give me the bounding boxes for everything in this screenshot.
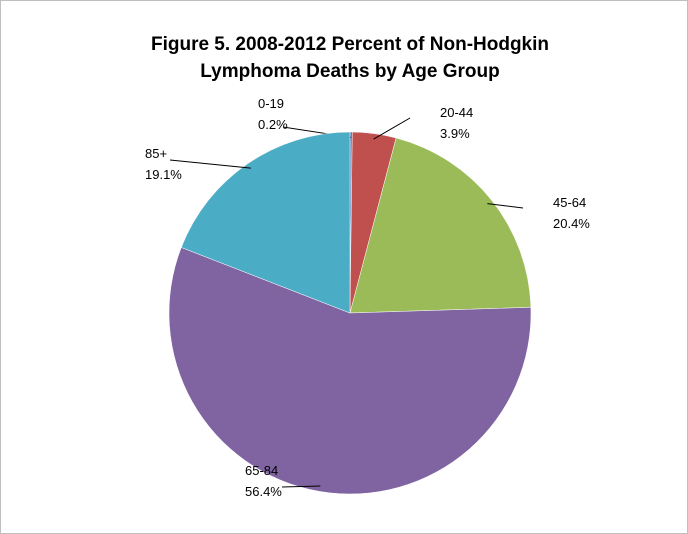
slice-value-label: 56.4%	[245, 484, 282, 499]
chart-title: Figure 5. 2008-2012 Percent of Non-Hodgk…	[151, 34, 549, 55]
slice-value-label: 3.9%	[440, 126, 470, 141]
pie-slice	[180, 131, 351, 314]
slice-label: 0-19	[258, 96, 284, 111]
slice-label: 20-44	[440, 105, 473, 120]
slice-label: 45-64	[553, 195, 586, 210]
chart-title: Lymphoma Deaths by Age Group	[200, 61, 499, 82]
slice-value-label: 0.2%	[258, 117, 288, 132]
pie-slice	[168, 247, 532, 495]
leader-line	[487, 203, 524, 209]
slice-value-label: 19.1%	[145, 167, 182, 182]
slice-label: 65-84	[245, 463, 278, 478]
leader-line	[373, 117, 411, 140]
slice-value-label: 20.4%	[553, 216, 590, 231]
pie-slice	[349, 137, 532, 314]
leader-line	[169, 159, 251, 169]
leader-line	[281, 485, 321, 488]
slice-label: 85+	[145, 146, 167, 161]
